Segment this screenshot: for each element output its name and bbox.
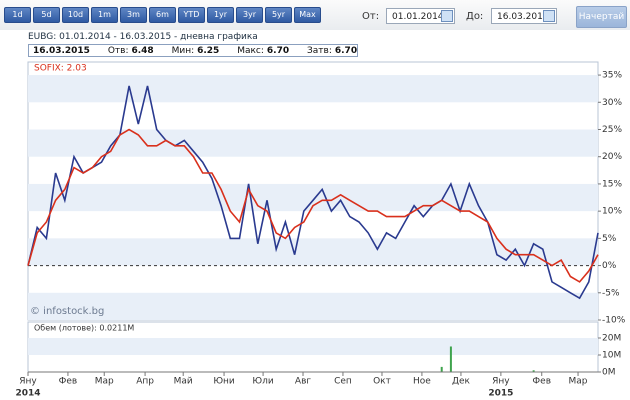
period-button[interactable]: 1m <box>91 7 118 23</box>
volume-bar <box>532 370 535 372</box>
y-tick-label: 0M <box>602 368 616 378</box>
x-tick-label: Окт <box>373 377 391 387</box>
period-button[interactable]: 5yr <box>265 7 292 23</box>
from-input[interactable]: 01.01.2014 <box>386 8 455 24</box>
period-button[interactable]: 5d <box>33 7 60 23</box>
volume-bar <box>440 366 443 372</box>
period-button[interactable]: 3m <box>120 7 147 23</box>
x-tick-label: Мар <box>569 377 588 387</box>
period-button[interactable]: 3yr <box>236 7 263 23</box>
grid-band <box>28 337 598 355</box>
volume-bar <box>449 346 452 372</box>
y-tick-label: 10% <box>602 207 622 217</box>
year-label: 2014 <box>15 389 40 399</box>
x-tick-label: Май <box>174 377 193 387</box>
y-tick-label: 10M <box>602 350 621 360</box>
label: Макс: <box>237 46 264 56</box>
x-tick-label: Апр <box>136 377 154 387</box>
label: Мин: <box>171 46 195 56</box>
x-tick-label: Сеп <box>334 377 352 387</box>
y-tick-label: 15% <box>602 179 622 189</box>
value: 6.70 <box>266 46 290 56</box>
x-tick-label: Авг <box>295 377 311 387</box>
year-label: 2015 <box>488 389 513 399</box>
x-tick-label: Мар <box>95 377 114 387</box>
quote-box: 16.03.2015 Отв: 6.48 Мин: 6.25 Макс: 6.70 З… <box>28 44 358 57</box>
from-label: От: <box>362 11 380 22</box>
y-tick-label: 0% <box>602 261 617 271</box>
y-tick-label: 25% <box>602 125 622 135</box>
x-tick-label: Яну <box>492 377 510 387</box>
label: Отв: <box>107 46 129 56</box>
grid-band <box>28 75 598 103</box>
to-value: 16.03.2015 <box>497 12 549 22</box>
x-tick-label: Яну <box>19 377 37 387</box>
grid-band <box>28 129 598 157</box>
y-tick-label: 30% <box>602 98 622 108</box>
volume-title: Обем (лотове): 0.0211M <box>34 324 134 333</box>
y-tick-label: 20M <box>602 333 621 343</box>
y-tick-label: 35% <box>602 71 622 81</box>
to-label: До: <box>466 11 484 22</box>
period-button[interactable]: 1yr <box>207 7 234 23</box>
period-buttons: 1d 5d 10d 1m 3m 6m YTD 1yr 3yr 5yr Max <box>4 7 321 23</box>
from-value: 01.01.2014 <box>392 12 444 22</box>
x-tick-label: Ное <box>413 377 431 387</box>
calendar-icon[interactable] <box>441 10 453 22</box>
toolbar: 1d 5d 10d 1m 3m 6m YTD 1yr 3yr 5yr Max От: 01.01.2… <box>0 0 630 30</box>
submit-button[interactable]: Начертай <box>576 6 627 28</box>
series-line <box>27 85 599 300</box>
x-tick-label: Юли <box>252 377 273 387</box>
to-input[interactable]: 16.03.2015 <box>491 8 557 24</box>
period-button[interactable]: 1d <box>4 7 31 23</box>
grid-band <box>28 292 598 320</box>
y-tick-label: 20% <box>602 152 622 162</box>
y-tick-label: -5% <box>602 288 620 298</box>
period-button[interactable]: 6m <box>149 7 176 23</box>
period-button[interactable]: YTD <box>178 7 205 23</box>
period-button[interactable]: Max <box>294 7 321 23</box>
quote-date: 16.03.2015 <box>33 46 90 56</box>
series-line <box>27 128 599 283</box>
y-tick-label: 5% <box>602 234 617 244</box>
label: Затв: <box>307 46 332 56</box>
grid-band <box>28 238 598 266</box>
value: 6.70 <box>334 46 358 56</box>
watermark: © infostock.bg <box>30 306 104 317</box>
chart-header: EUBG: 01.01.2014 - 16.03.2015 - дневна г… <box>28 32 258 42</box>
x-tick-label: Фев <box>59 377 78 387</box>
period-button[interactable]: 10d <box>62 7 89 23</box>
x-tick-label: Фев <box>532 377 551 387</box>
calendar-icon[interactable] <box>543 10 555 22</box>
value: 6.25 <box>197 46 220 56</box>
value: 6.48 <box>131 46 154 56</box>
x-tick-label: Юни <box>213 377 235 387</box>
legend-entry: SOFIX: 2.03 <box>34 64 87 74</box>
y-tick-label: -10% <box>602 316 626 326</box>
x-tick-label: Дек <box>452 377 471 387</box>
